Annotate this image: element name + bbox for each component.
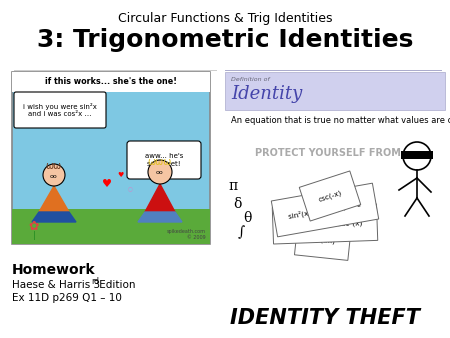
- Text: ∫: ∫: [238, 225, 245, 239]
- Text: Ex 11D p269 Q1 – 10: Ex 11D p269 Q1 – 10: [12, 293, 122, 303]
- Text: Haese & Harris 3: Haese & Harris 3: [12, 280, 100, 290]
- Text: Homework: Homework: [12, 263, 95, 277]
- Bar: [225, 72, 445, 110]
- Circle shape: [43, 164, 65, 186]
- Text: ✿: ✿: [29, 219, 39, 233]
- Bar: [401, 151, 433, 159]
- Text: PROTECT YOURSELF FROM...: PROTECT YOURSELF FROM...: [255, 148, 412, 158]
- Text: sin²(x) + cos²(x) = 1: sin²(x) + cos²(x) = 1: [288, 200, 362, 220]
- Circle shape: [148, 160, 172, 184]
- Text: sin(2x): sin(2x): [310, 236, 336, 244]
- Text: ♥: ♥: [102, 179, 112, 189]
- Text: π: π: [229, 179, 238, 193]
- Text: ωωω: ωωω: [148, 157, 172, 167]
- Circle shape: [403, 142, 431, 170]
- Text: oo: oo: [156, 170, 164, 175]
- Text: oo: oo: [50, 173, 58, 178]
- Text: csc(-x): csc(-x): [317, 189, 342, 203]
- Polygon shape: [39, 186, 69, 212]
- Text: θ: θ: [243, 211, 251, 225]
- Polygon shape: [145, 184, 175, 212]
- Text: δ: δ: [233, 197, 241, 211]
- Text: Circular Functions & Trig Identities: Circular Functions & Trig Identities: [118, 12, 332, 25]
- Text: ♥: ♥: [117, 172, 123, 178]
- Text: Identity: Identity: [231, 85, 302, 103]
- FancyBboxPatch shape: [127, 141, 201, 179]
- Polygon shape: [32, 212, 76, 222]
- Bar: [12, 209, 210, 244]
- Text: spikedeath.com
© 2009: spikedeath.com © 2009: [167, 229, 206, 240]
- Text: ωω: ωω: [46, 161, 62, 171]
- Text: ○: ○: [128, 187, 132, 192]
- Text: 3: Trigonometric Identities: 3: Trigonometric Identities: [37, 28, 413, 52]
- FancyBboxPatch shape: [14, 92, 106, 128]
- Text: if this works... she's the one!: if this works... she's the one!: [45, 77, 177, 87]
- Text: aww... he's
so sweet!: aww... he's so sweet!: [145, 153, 183, 167]
- Polygon shape: [138, 212, 182, 222]
- Text: Definition of: Definition of: [231, 77, 270, 82]
- Text: |: |: [32, 232, 36, 241]
- Text: i wish you were sin²x
and i was cos²x …: i wish you were sin²x and i was cos²x …: [23, 103, 97, 117]
- Text: An equation that is true no matter what values are chosen.: An equation that is true no matter what …: [231, 116, 450, 125]
- Text: IDENTITY THEFT: IDENTITY THEFT: [230, 308, 420, 328]
- Bar: [12, 72, 210, 244]
- Text: rd: rd: [91, 277, 99, 286]
- Text: tan²(x) + 1 = sec²(x): tan²(x) + 1 = sec²(x): [287, 219, 363, 229]
- Text: Edition: Edition: [96, 280, 135, 290]
- Bar: [12, 72, 210, 92]
